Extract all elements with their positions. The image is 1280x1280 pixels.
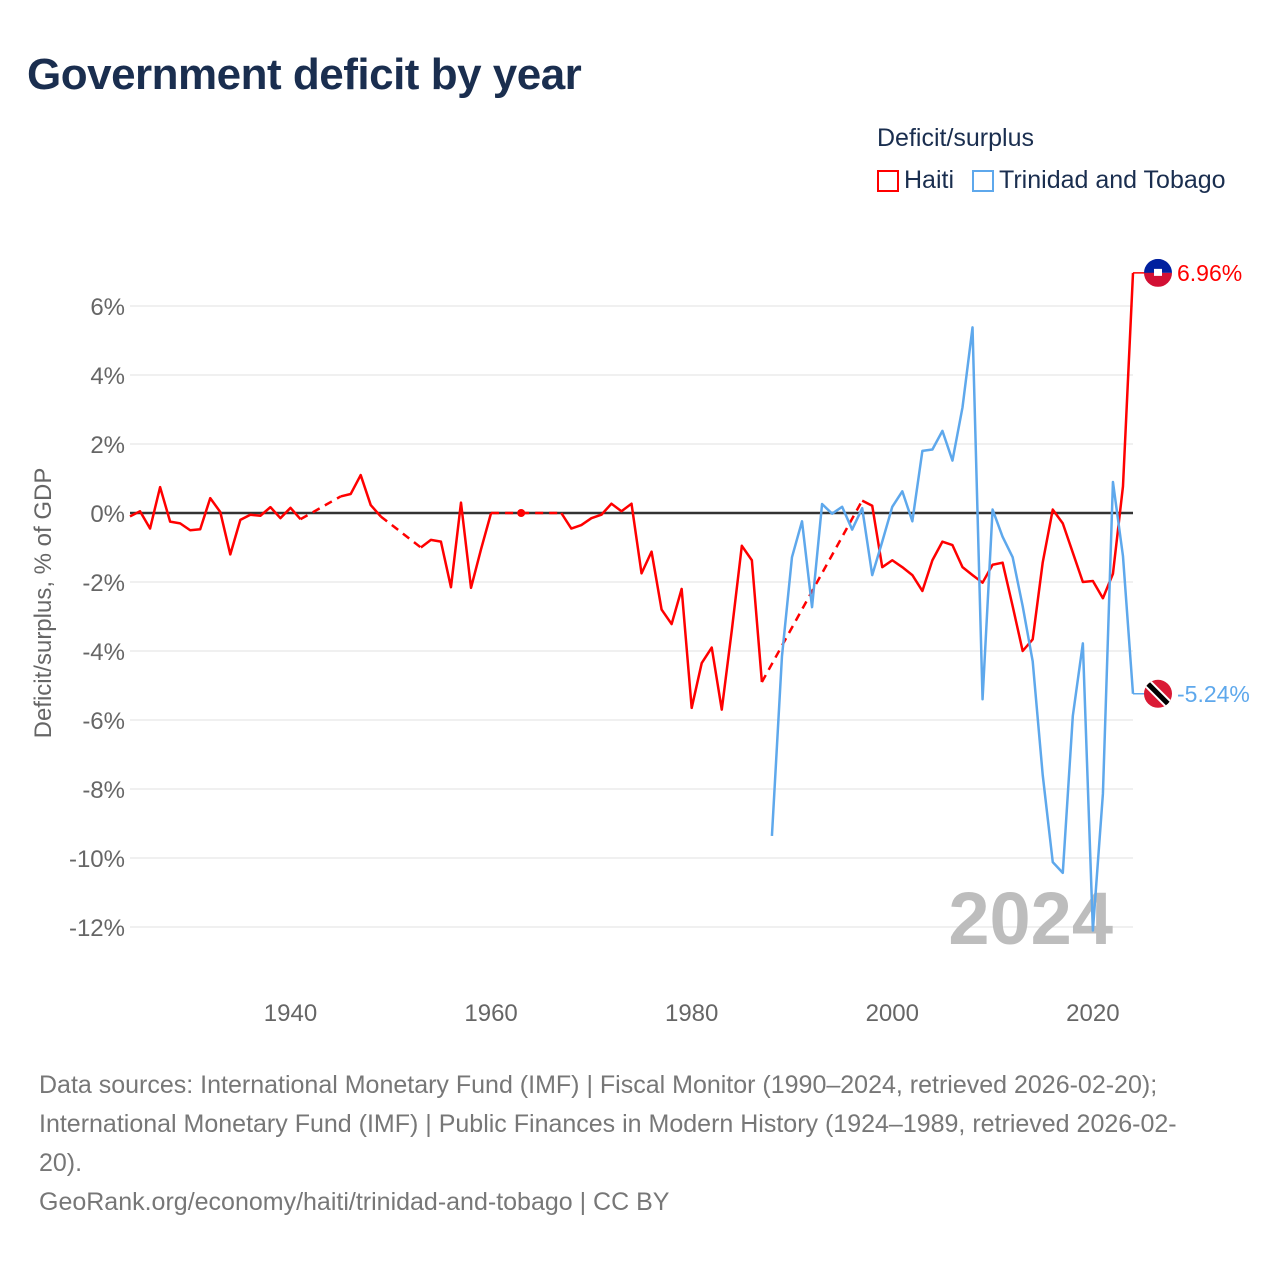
legend-item-trinidad[interactable]: Trinidad and Tobago — [972, 166, 1226, 195]
end-markers: 6.96% -5.24% — [1133, 258, 1250, 708]
flag-emblem — [1154, 268, 1162, 276]
legend-title: Deficit/surplus — [877, 124, 1034, 152]
x-tick-label: 2020 — [1066, 1000, 1119, 1027]
y-tick-label: -8% — [82, 777, 125, 804]
x-tick-label: 1980 — [665, 1000, 718, 1027]
flag-black-stripe — [1144, 679, 1172, 708]
end-value-label: -5.24% — [1177, 681, 1250, 707]
x-tick-label: 1960 — [464, 1000, 517, 1027]
y-tick-label: -4% — [82, 639, 125, 666]
y-tick-label: -12% — [69, 915, 125, 942]
flag-blue — [1144, 258, 1172, 273]
legend-swatch-trinidad — [972, 169, 995, 192]
y-tick-label: -10% — [69, 846, 125, 873]
series-lines — [129, 272, 1135, 932]
x-tick-label: 2000 — [866, 1000, 919, 1027]
series-gap-dashed-0 — [379, 515, 422, 549]
chart-title: Government deficit by year — [27, 50, 582, 99]
series-line-0 — [861, 272, 1135, 653]
series-gap-dashed-0 — [299, 495, 342, 521]
y-tick-label: 2% — [90, 432, 125, 459]
y-tick-label: -6% — [82, 708, 125, 735]
series-gap-dashed-0 — [760, 499, 864, 683]
legend: Haiti Trinidad and Tobago — [877, 166, 1226, 195]
y-tick-labels: -12% -10% -8% -6% -4% -2% 0% 2% 4% 6% — [69, 294, 125, 942]
x-tick-labels: 1940 1960 1980 2000 2020 — [264, 1000, 1120, 1027]
source-link[interactable]: GeoRank.org/economy/haiti/trinidad-and-t… — [39, 1188, 670, 1216]
series-line-1 — [770, 326, 1135, 932]
line-chart: -12% -10% -8% -6% -4% -2% 0% 2% 4% 6% 1940 1960 198… — [30, 258, 1250, 1027]
y-axis-label: Deficit/surplus, % of GDP — [30, 468, 57, 739]
series-line-0 — [129, 485, 302, 556]
flag-red — [1144, 272, 1172, 287]
haiti-flag-icon — [1144, 258, 1172, 287]
source-note: Data sources: International Monetary Fun… — [39, 1066, 1239, 1222]
legend-swatch-haiti — [877, 169, 899, 192]
grid — [130, 305, 1133, 928]
source-line-1: Data sources: International Monetary Fun… — [39, 1071, 1158, 1099]
series-line-0 — [560, 502, 764, 711]
y-tick-label: -2% — [82, 570, 125, 597]
source-line-3: 20). — [39, 1149, 83, 1177]
source-line-2: International Monetary Fund (IMF) | Publ… — [39, 1110, 1177, 1138]
y-tick-label: 6% — [90, 294, 125, 321]
trinidad-flag-icon — [1144, 679, 1172, 708]
x-tick-label: 1940 — [264, 1000, 317, 1027]
series-line-0 — [340, 473, 382, 518]
y-tick-label: 4% — [90, 363, 125, 390]
y-tick-label: 0% — [90, 501, 125, 528]
end-value-label: 6.96% — [1177, 260, 1242, 286]
legend-item-haiti[interactable]: Haiti — [877, 166, 954, 195]
watermark-year: 2024 — [948, 877, 1113, 960]
legend-label-trinidad: Trinidad and Tobago — [999, 166, 1226, 194]
legend-label-haiti: Haiti — [904, 166, 955, 194]
series-line-0 — [420, 501, 493, 590]
